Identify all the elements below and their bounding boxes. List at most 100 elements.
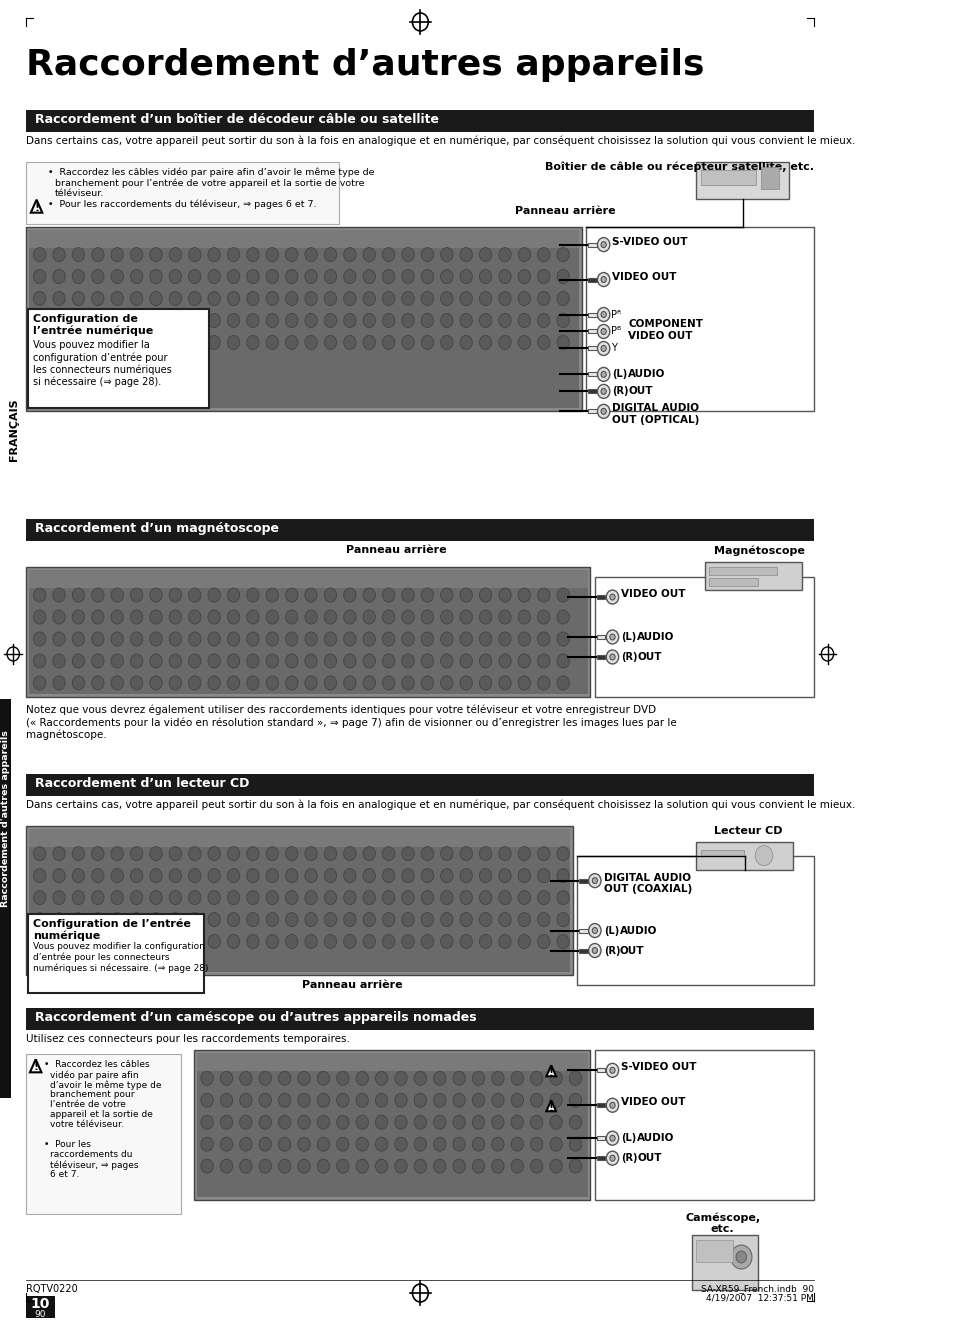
Bar xyxy=(585,227,814,411)
Circle shape xyxy=(324,654,336,668)
Circle shape xyxy=(247,313,259,328)
Circle shape xyxy=(433,1160,445,1173)
Circle shape xyxy=(247,610,259,624)
Circle shape xyxy=(459,247,472,262)
Circle shape xyxy=(111,654,123,668)
Circle shape xyxy=(285,654,297,668)
Text: Y: Y xyxy=(610,343,616,354)
Circle shape xyxy=(453,1160,465,1173)
Circle shape xyxy=(592,877,597,884)
Circle shape xyxy=(189,934,201,948)
Circle shape xyxy=(421,934,433,948)
Circle shape xyxy=(609,1155,615,1161)
Circle shape xyxy=(363,269,375,284)
Circle shape xyxy=(517,913,530,926)
Text: AUDIO: AUDIO xyxy=(628,370,665,379)
Circle shape xyxy=(382,631,395,646)
Circle shape xyxy=(91,292,104,305)
Circle shape xyxy=(169,847,181,861)
Circle shape xyxy=(491,1115,503,1129)
Circle shape xyxy=(324,247,336,262)
Circle shape xyxy=(336,1094,349,1107)
Circle shape xyxy=(208,610,220,624)
Circle shape xyxy=(266,588,278,602)
Circle shape xyxy=(363,610,375,624)
Circle shape xyxy=(278,1115,291,1129)
Circle shape xyxy=(459,847,472,861)
Circle shape xyxy=(592,927,597,934)
Circle shape xyxy=(227,676,239,690)
Circle shape xyxy=(266,247,278,262)
Circle shape xyxy=(440,336,453,350)
Circle shape xyxy=(414,1071,426,1086)
Circle shape xyxy=(317,1094,329,1107)
Circle shape xyxy=(33,336,46,350)
Bar xyxy=(196,1053,587,1071)
Circle shape xyxy=(131,654,143,668)
Circle shape xyxy=(111,610,123,624)
Circle shape xyxy=(259,1071,272,1086)
Circle shape xyxy=(600,329,606,334)
Circle shape xyxy=(72,610,85,624)
Circle shape xyxy=(278,1160,291,1173)
Circle shape xyxy=(440,588,453,602)
Circle shape xyxy=(517,847,530,861)
Circle shape xyxy=(131,610,143,624)
Circle shape xyxy=(606,1063,618,1078)
Circle shape xyxy=(433,1115,445,1129)
Bar xyxy=(587,243,596,247)
Text: vidéo par paire afin: vidéo par paire afin xyxy=(51,1070,139,1079)
Circle shape xyxy=(401,934,414,948)
Circle shape xyxy=(363,631,375,646)
Circle shape xyxy=(440,676,453,690)
Circle shape xyxy=(600,276,606,283)
Circle shape xyxy=(440,269,453,284)
Circle shape xyxy=(169,869,181,882)
Bar xyxy=(596,1136,605,1140)
Circle shape xyxy=(609,654,615,660)
Circle shape xyxy=(498,610,511,624)
Text: Utilisez ces connecteurs pour les raccordements temporaires.: Utilisez ces connecteurs pour les raccor… xyxy=(27,1034,350,1045)
Circle shape xyxy=(401,631,414,646)
Circle shape xyxy=(511,1115,523,1129)
Circle shape xyxy=(363,588,375,602)
Circle shape xyxy=(317,1115,329,1129)
Circle shape xyxy=(208,890,220,905)
Circle shape xyxy=(557,588,569,602)
Circle shape xyxy=(517,869,530,882)
Circle shape xyxy=(91,890,104,905)
Circle shape xyxy=(227,869,239,882)
Circle shape xyxy=(557,269,569,284)
Bar xyxy=(27,774,814,795)
Circle shape xyxy=(382,890,395,905)
Circle shape xyxy=(755,845,772,865)
Circle shape xyxy=(498,654,511,668)
Circle shape xyxy=(33,610,46,624)
Circle shape xyxy=(169,610,181,624)
Circle shape xyxy=(421,610,433,624)
Circle shape xyxy=(440,890,453,905)
Circle shape xyxy=(375,1115,387,1129)
Circle shape xyxy=(343,934,355,948)
Circle shape xyxy=(401,610,414,624)
Circle shape xyxy=(317,1071,329,1086)
Text: branchement pour l’entrée de votre appareil et la sortie de votre: branchement pour l’entrée de votre appar… xyxy=(54,178,364,188)
Circle shape xyxy=(453,1137,465,1151)
Circle shape xyxy=(324,847,336,861)
Circle shape xyxy=(150,269,162,284)
Circle shape xyxy=(285,269,297,284)
Circle shape xyxy=(131,934,143,948)
Circle shape xyxy=(479,913,491,926)
Polygon shape xyxy=(30,199,42,213)
Bar xyxy=(27,110,814,132)
Circle shape xyxy=(285,913,297,926)
Text: OUT: OUT xyxy=(628,387,652,396)
Circle shape xyxy=(111,247,123,262)
Text: !: ! xyxy=(548,1103,553,1114)
Circle shape xyxy=(131,588,143,602)
Circle shape xyxy=(208,247,220,262)
Circle shape xyxy=(324,610,336,624)
Circle shape xyxy=(33,913,46,926)
Circle shape xyxy=(305,654,317,668)
Circle shape xyxy=(459,890,472,905)
